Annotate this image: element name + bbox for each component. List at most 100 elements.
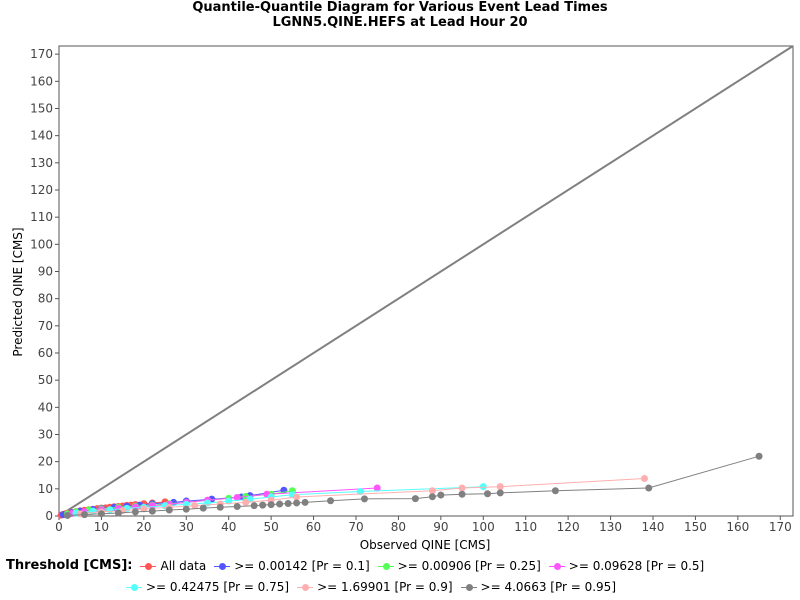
data-point — [301, 498, 309, 506]
legend-label: All data — [160, 558, 207, 573]
data-point — [356, 488, 364, 496]
y-tick-label: 70 — [38, 319, 53, 333]
chart-title: Quantile-Quantile Diagram for Various Ev… — [192, 0, 608, 15]
legend-title: Threshold [CMS]: — [6, 558, 133, 573]
x-tick-label: 160 — [726, 520, 749, 534]
legend-swatch — [126, 583, 142, 591]
data-point — [641, 475, 649, 483]
legend-item: >= 0.09628 [Pr = 0.5] — [548, 558, 705, 573]
data-point — [148, 507, 156, 515]
data-point — [284, 500, 292, 508]
data-point — [428, 493, 436, 501]
series-group — [63, 452, 763, 519]
data-point — [131, 503, 139, 511]
data-point — [411, 495, 419, 503]
data-point — [428, 487, 436, 495]
x-tick-label: 20 — [136, 520, 151, 534]
x-tick-label: 90 — [433, 520, 448, 534]
y-tick-label: 0 — [45, 509, 53, 523]
chart-subtitle: LGNN5.QINE.HEFS at Lead Hour 20 — [272, 15, 528, 30]
legend-label: >= 0.00142 [Pr = 0.1] — [234, 558, 370, 573]
data-series — [57, 452, 763, 519]
legend-swatch — [548, 562, 565, 570]
data-point — [89, 507, 97, 515]
legend-swatch — [377, 562, 394, 570]
data-point — [165, 506, 173, 514]
data-point — [360, 495, 368, 503]
data-point — [267, 501, 275, 509]
data-point — [327, 497, 335, 505]
legend-swatch — [460, 583, 477, 591]
data-point — [140, 505, 148, 513]
x-tick-label: 70 — [348, 520, 363, 534]
data-point — [148, 502, 156, 510]
legend-item: >= 1.69901 [Pr = 0.9] — [297, 580, 453, 594]
axis-ticks: 0 10 20 30 40 50 60 70 80 90 100 110 120 130 140 150 160… — [30, 47, 792, 534]
y-tick-label: 90 — [38, 264, 53, 278]
data-point — [250, 502, 258, 510]
x-tick-label: 10 — [94, 520, 109, 534]
legend-swatch — [214, 562, 231, 570]
x-tick-label: 170 — [769, 520, 792, 534]
y-tick-label: 50 — [38, 373, 53, 387]
x-tick-label: 30 — [179, 520, 194, 534]
legend-item: >= 0.42475 [Pr = 0.75] — [126, 580, 289, 594]
legend-swatch — [140, 562, 157, 570]
data-point — [233, 494, 241, 502]
y-axis-label: Predicted QINE [CMS] — [11, 227, 25, 356]
y-tick-label: 140 — [30, 129, 53, 143]
x-tick-label: 120 — [557, 520, 580, 534]
series-line — [80, 478, 645, 515]
data-point — [496, 489, 504, 497]
data-point — [182, 505, 190, 513]
x-tick-label: 150 — [684, 520, 707, 534]
legend-label: >= 0.00906 [Pr = 0.25] — [397, 558, 541, 573]
legend-item: >= 4.0663 [Pr = 0.95] — [460, 580, 616, 594]
x-tick-label: 110 — [514, 520, 537, 534]
legend-row: >= 0.42475 [Pr = 0.75] >= 1.69901 [Pr = 0… — [126, 580, 624, 594]
legend-swatch — [297, 583, 314, 591]
data-point — [645, 484, 653, 492]
y-tick-label: 40 — [38, 400, 53, 414]
data-point — [373, 484, 381, 492]
legend-label: >= 1.69901 [Pr = 0.9] — [317, 580, 453, 594]
reference-diagonal — [58, 45, 794, 517]
y-tick-label: 60 — [38, 346, 53, 360]
diagonal-line — [58, 45, 794, 517]
y-tick-label: 10 — [38, 482, 53, 496]
x-tick-label: 80 — [391, 520, 406, 534]
data-point — [114, 509, 122, 517]
x-axis-label: Observed QINE [CMS] — [360, 538, 491, 552]
y-tick-label: 150 — [30, 101, 53, 115]
y-tick-label: 100 — [30, 237, 53, 251]
y-tick-label: 160 — [30, 74, 53, 88]
data-point — [216, 503, 224, 511]
data-point — [191, 502, 199, 510]
y-tick-label: 170 — [30, 47, 53, 61]
legend-label: >= 0.09628 [Pr = 0.5] — [568, 558, 705, 573]
data-point — [458, 484, 466, 492]
data-point — [755, 452, 763, 460]
data-point — [293, 493, 301, 501]
data-point — [233, 502, 241, 510]
y-tick-label: 110 — [30, 210, 53, 224]
legend-row: Threshold [CMS]: All data >= 0.00142 [Pr … — [6, 558, 712, 573]
y-tick-label: 20 — [38, 455, 53, 469]
legend-item: >= 0.00906 [Pr = 0.25] — [377, 558, 541, 573]
data-point — [63, 511, 71, 519]
legend-label: >= 0.42475 [Pr = 0.75] — [146, 580, 290, 594]
data-point — [225, 497, 233, 505]
data-point — [106, 506, 114, 514]
data-point — [131, 508, 139, 516]
legend-label: >= 4.0663 [Pr = 0.95] — [480, 580, 616, 594]
y-tick-label: 130 — [30, 156, 53, 170]
data-point — [293, 499, 301, 507]
data-point — [479, 483, 487, 491]
data-point — [97, 510, 105, 518]
x-tick-label: 140 — [642, 520, 665, 534]
data-point — [437, 491, 445, 499]
data-point — [496, 483, 504, 491]
x-tick-label: 50 — [263, 520, 278, 534]
y-tick-label: 30 — [38, 427, 53, 441]
